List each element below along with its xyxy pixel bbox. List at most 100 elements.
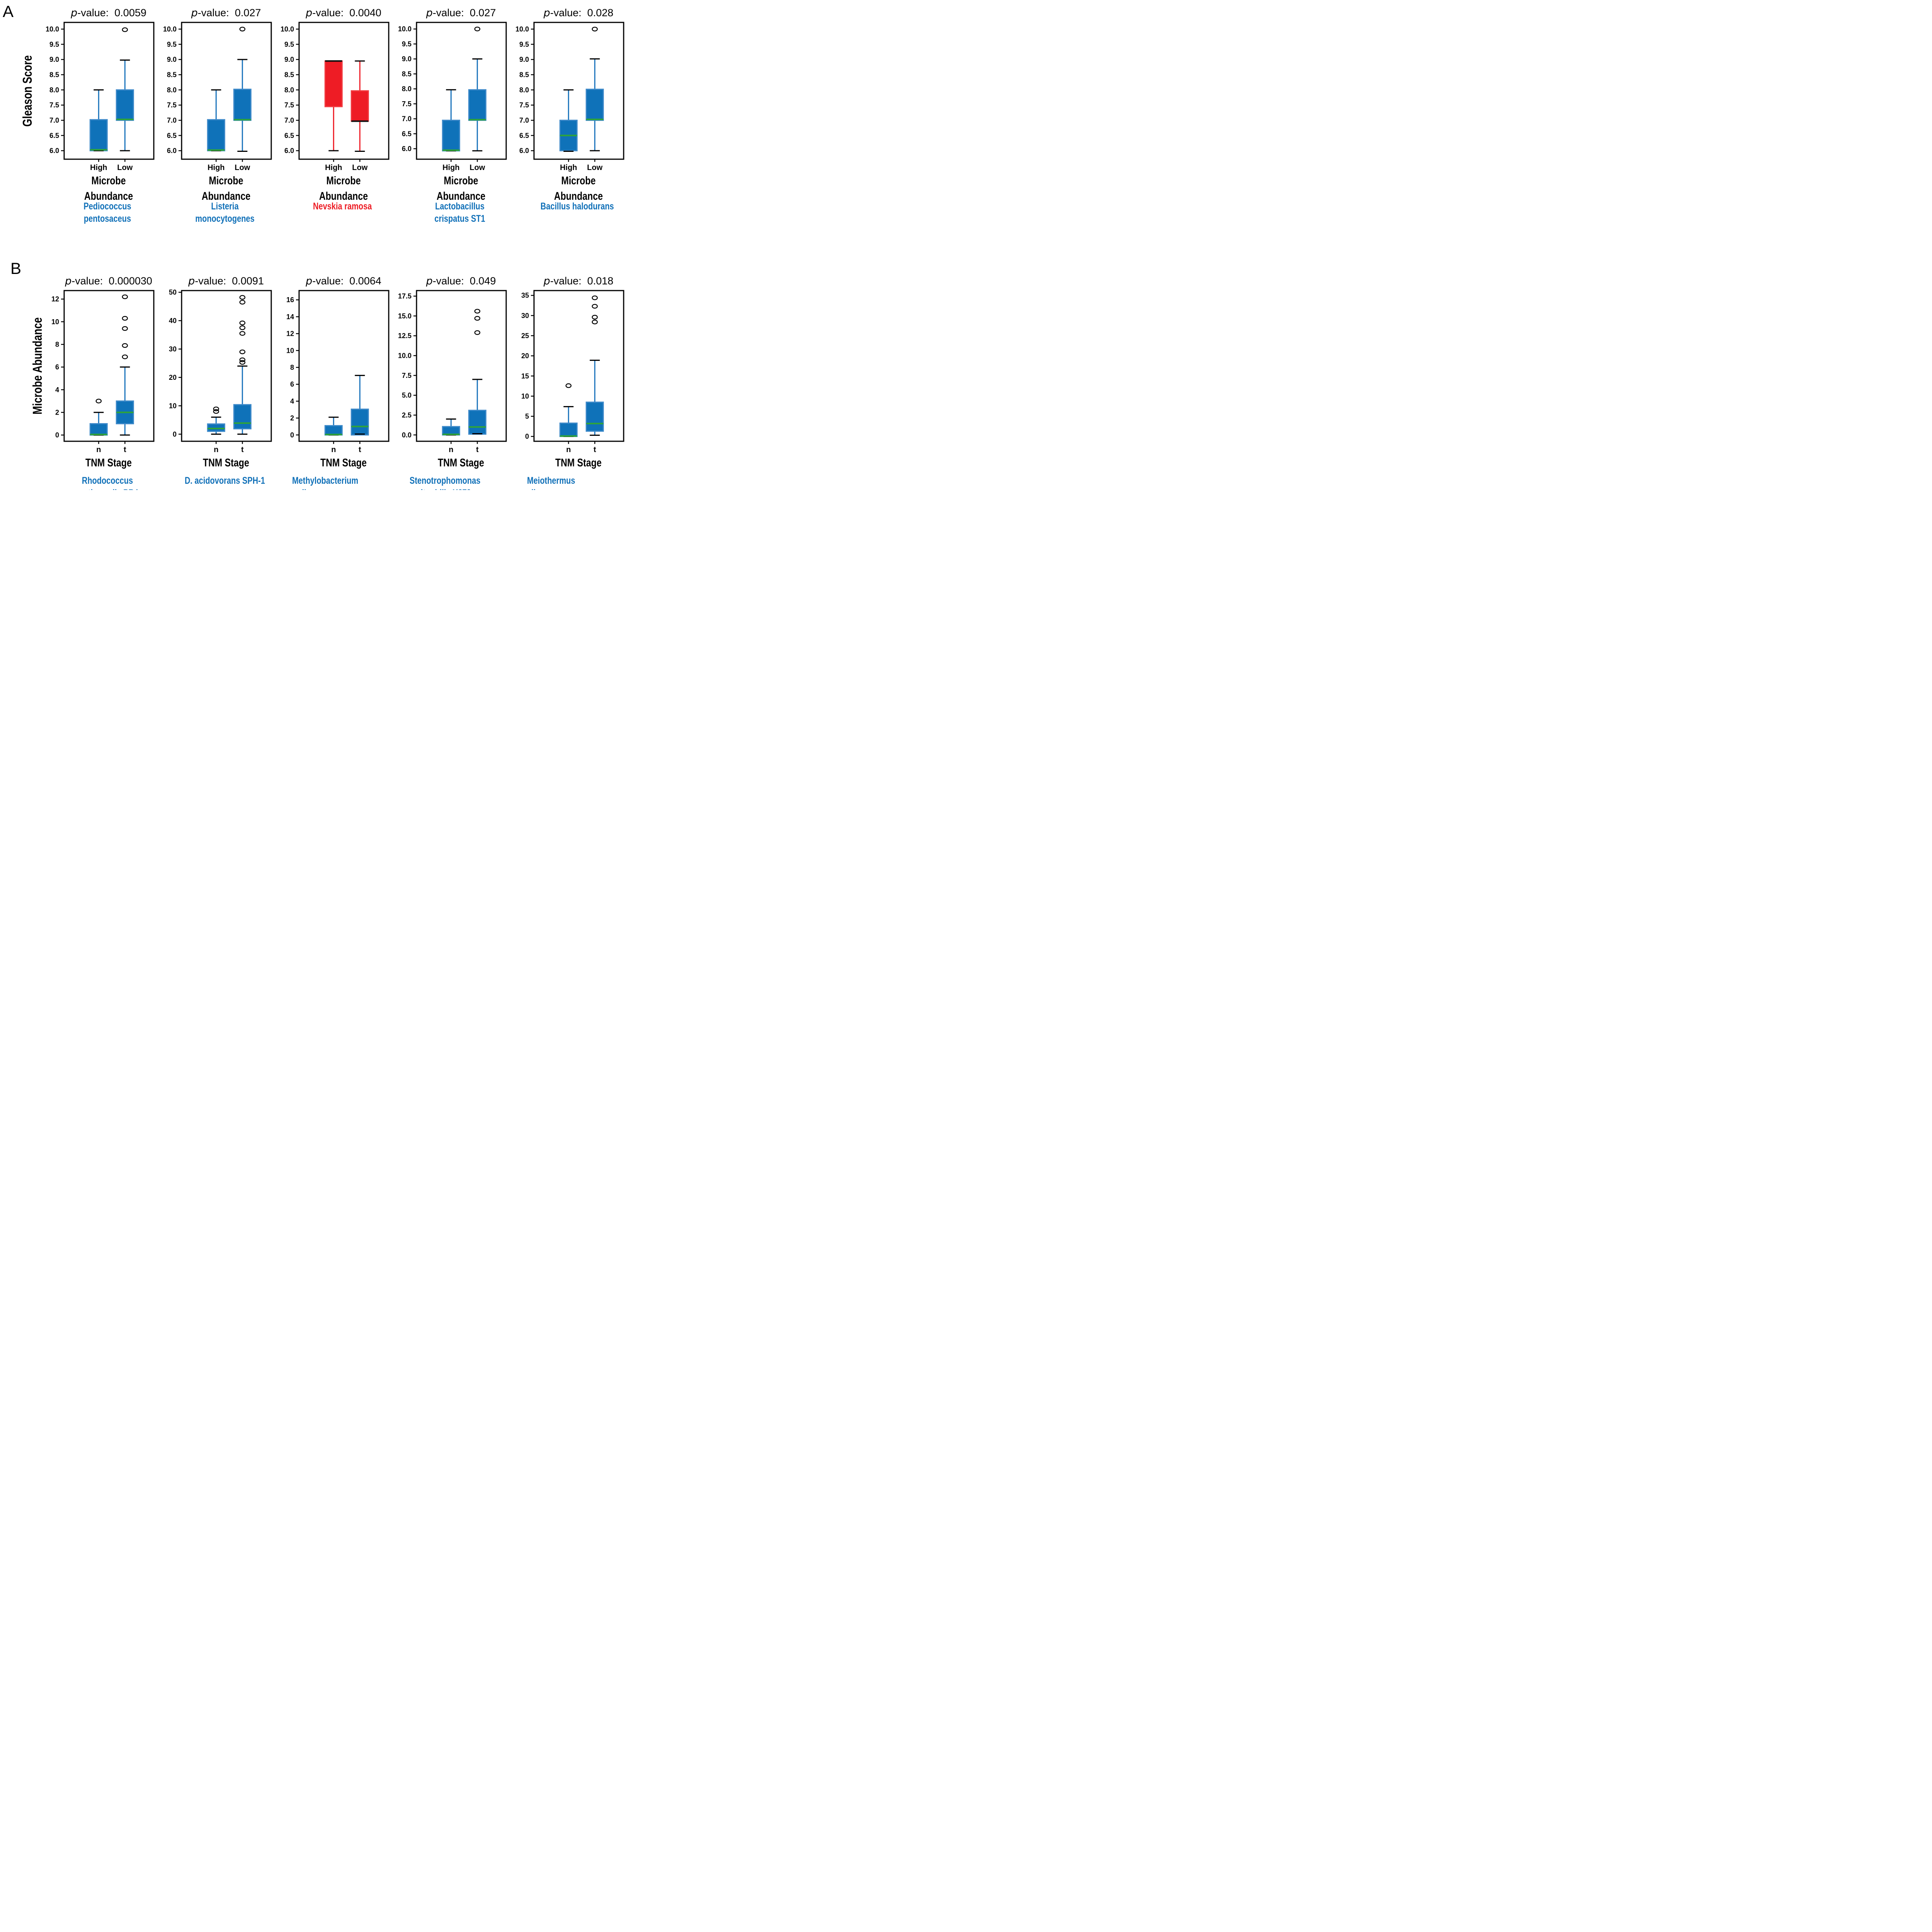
svg-text:0: 0: [173, 430, 177, 438]
x-axis-label: Microbe Abundance: [84, 175, 133, 202]
svg-text:8: 8: [290, 364, 294, 371]
svg-text:10.0: 10.0: [515, 26, 529, 33]
svg-text:2: 2: [290, 414, 294, 422]
species-label: Rhodococcus erythropolis PR4: [77, 475, 138, 490]
panel-a-label: A: [3, 2, 14, 20]
svg-text:8.0: 8.0: [519, 86, 529, 94]
x-axis-label: TNM Stage: [555, 457, 602, 469]
svg-text:n: n: [214, 446, 218, 454]
svg-text:n: n: [566, 446, 571, 454]
svg-text:7.5: 7.5: [402, 100, 412, 108]
svg-text:8: 8: [55, 340, 59, 348]
svg-text:9.5: 9.5: [402, 40, 412, 48]
svg-text:6.0: 6.0: [167, 147, 177, 155]
subplot-b5: p-value: 0.018 0 5 10 15 20 25 30 35 n t TNM Stag…: [512, 256, 628, 490]
svg-text:10: 10: [521, 392, 529, 400]
x-axis-label: TNM Stage: [85, 457, 132, 469]
p-value-title: p-value: 0.000030: [65, 275, 152, 287]
subplot-b2: p-value: 0.0091 0 10 20 30 40 50 n t TNM Stage …: [159, 256, 275, 487]
svg-text:10.0: 10.0: [46, 26, 59, 33]
p-value-title: p-value: 0.018: [543, 275, 614, 287]
svg-text:Low: Low: [235, 163, 250, 172]
svg-text:7.0: 7.0: [167, 117, 177, 124]
svg-text:15.0: 15.0: [398, 312, 412, 320]
svg-text:7.5: 7.5: [284, 101, 294, 109]
svg-text:6.5: 6.5: [167, 132, 177, 139]
p-symbol: p: [543, 7, 550, 19]
p-symbol: p: [191, 7, 198, 19]
panel-b-y-axis-title: Microbe Abundance: [30, 317, 44, 415]
p-value-title: p-value: 0.027: [426, 7, 496, 19]
svg-text:9.0: 9.0: [167, 56, 177, 63]
boxplot-b3: 0 2 4 6 8 10 12 14 16 n t: [286, 290, 389, 454]
panel-b-label: B: [10, 259, 22, 277]
svg-text:2: 2: [55, 408, 59, 416]
svg-text:8.5: 8.5: [519, 71, 529, 79]
svg-text:12.5: 12.5: [398, 332, 412, 340]
svg-text:8.5: 8.5: [284, 71, 294, 79]
svg-text:8.0: 8.0: [284, 86, 294, 94]
subplot-a3: p-value: 0.0040 6.0 6.5 7.0 7.5 8.0 8.5 9.0 9.5…: [277, 3, 393, 213]
svg-text:6.0: 6.0: [284, 147, 294, 155]
x-axis-label: Microbe Abundance: [201, 175, 251, 202]
subplot-a4: p-value: 0.027 6.0 6.5 7.0 7.5 8.0 8.5 9.0 9.5 1…: [394, 3, 510, 225]
svg-text:10: 10: [169, 402, 177, 410]
svg-text:16: 16: [286, 296, 294, 304]
svg-text:6.0: 6.0: [402, 145, 412, 153]
boxplot-b4: 0.0 2.5 5.0 7.5 10.0 12.5 15.0 17.5 n t: [398, 290, 507, 454]
svg-text:12: 12: [51, 295, 59, 303]
svg-text:7.0: 7.0: [402, 115, 412, 123]
svg-text:6.0: 6.0: [519, 147, 529, 155]
svg-text:8.5: 8.5: [167, 71, 177, 79]
svg-text:0: 0: [55, 431, 59, 439]
x-axis-label: TNM Stage: [320, 457, 367, 469]
svg-text:6.5: 6.5: [402, 130, 412, 138]
species-label: Stenotrophomonas maltophilia K279a: [410, 475, 481, 490]
svg-text:7.5: 7.5: [402, 372, 412, 379]
svg-text:10.0: 10.0: [398, 352, 412, 360]
svg-text:t: t: [594, 446, 596, 454]
boxplot-a4: 6.0 6.5 7.0 7.5 8.0 8.5 9.0 9.5 10.0 High Low: [398, 22, 507, 172]
x-axis-label: TNM Stage: [438, 457, 484, 469]
svg-text:8.5: 8.5: [402, 70, 412, 78]
subplot-b3: p-value: 0.0064 0 2 4 6 8 10 12 14 16 n t TNM Stag…: [277, 256, 393, 490]
svg-text:6: 6: [55, 363, 59, 371]
svg-text:10.0: 10.0: [163, 26, 177, 33]
svg-text:9.0: 9.0: [284, 56, 294, 63]
species-label: Nevskia ramosa: [313, 201, 372, 212]
svg-text:n: n: [449, 446, 453, 454]
species-label: Meiothermus silvanus DSM 9946: [527, 475, 575, 490]
boxplot-a3: 6.0 6.5 7.0 7.5 8.0 8.5 9.0 9.5 10.0 High Low: [281, 22, 389, 172]
svg-text:10.0: 10.0: [398, 25, 412, 33]
panel-a-y-axis-title: Gleason Score: [20, 55, 34, 127]
svg-text:15: 15: [521, 372, 529, 380]
svg-text:8.0: 8.0: [49, 86, 59, 94]
subplot-b4: p-value: 0.049 0.0 2.5 5.0 7.5 10.0 12.5 15.0 1…: [394, 256, 510, 490]
svg-text:6.5: 6.5: [284, 132, 294, 139]
svg-text:25: 25: [521, 332, 529, 340]
p-value-title: p-value: 0.0040: [306, 7, 381, 19]
svg-text:t: t: [476, 446, 479, 454]
svg-text:6.5: 6.5: [49, 132, 59, 139]
svg-text:9.0: 9.0: [519, 56, 529, 63]
svg-text:10.0: 10.0: [281, 26, 294, 33]
boxplot-a5: 6.0 6.5 7.0 7.5 8.0 8.5 9.0 9.5 10.0 High Low: [515, 22, 624, 172]
svg-text:High: High: [207, 163, 224, 172]
x-axis-label: Microbe Abundance: [319, 175, 368, 202]
svg-text:17.5: 17.5: [398, 293, 412, 300]
svg-text:Low: Low: [352, 163, 367, 172]
svg-text:35: 35: [521, 292, 529, 299]
p-value-title: p-value: 0.049: [426, 275, 496, 287]
boxplot-b5: 0 5 10 15 20 25 30 35 n t: [521, 290, 624, 454]
svg-text:0: 0: [290, 431, 294, 439]
svg-text:5: 5: [525, 413, 529, 420]
svg-text:High: High: [442, 163, 459, 172]
svg-text:n: n: [96, 446, 101, 454]
svg-text:50: 50: [169, 289, 177, 296]
svg-text:6.0: 6.0: [49, 147, 59, 155]
svg-text:7.5: 7.5: [49, 101, 59, 109]
p-symbol: p: [188, 275, 195, 287]
p-symbol: p: [71, 7, 78, 19]
svg-text:High: High: [90, 163, 107, 172]
species-label: Bacillus halodurans: [540, 201, 614, 212]
